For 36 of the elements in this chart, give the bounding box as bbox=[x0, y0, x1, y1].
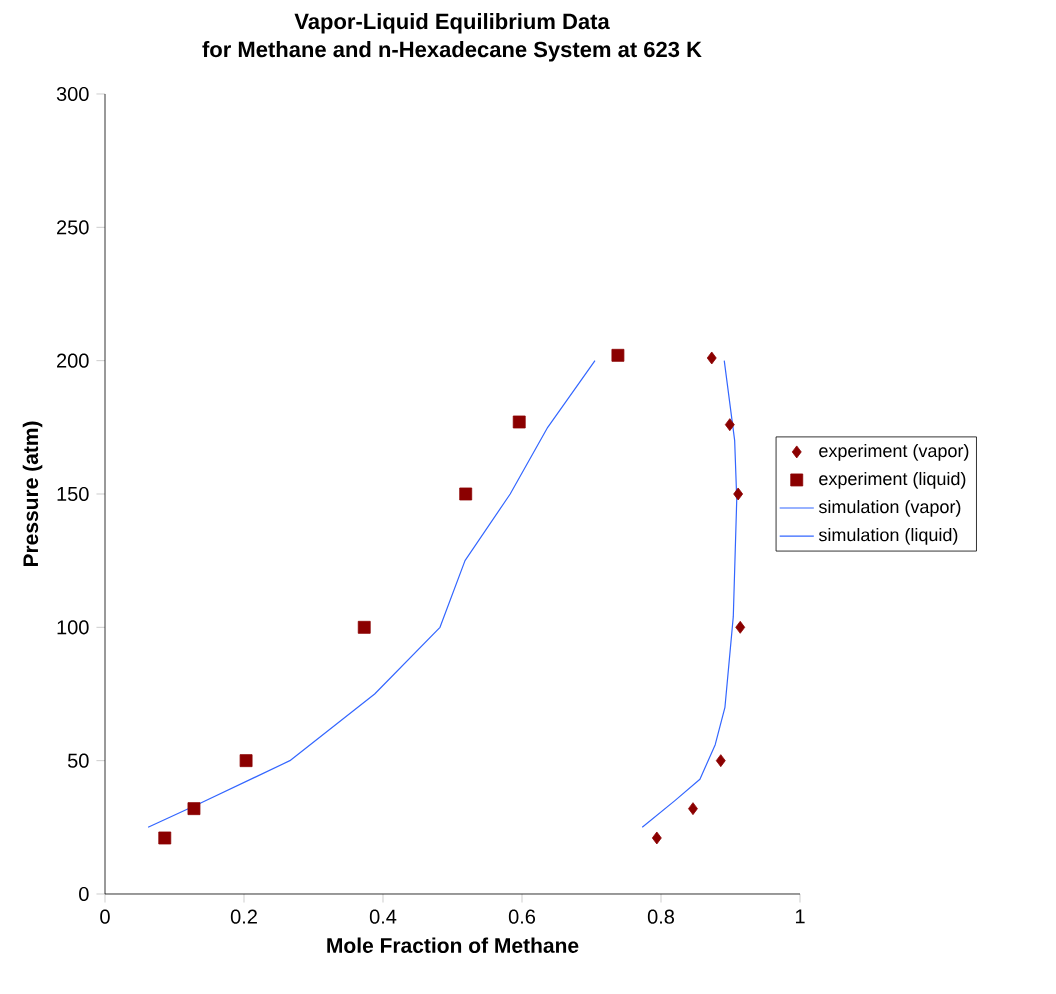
y-tick-label: 50 bbox=[67, 753, 89, 768]
point bbox=[459, 487, 473, 501]
y-tick-label: 0 bbox=[79, 886, 89, 902]
x-tick-label: 0.6 bbox=[508, 909, 536, 924]
x-tick-label: 0.2 bbox=[230, 909, 257, 924]
point bbox=[187, 802, 201, 816]
y-tick-label: 150 bbox=[57, 486, 89, 502]
point bbox=[239, 754, 253, 768]
chart-subtitle: for Methane and n-Hexadecane System at 623 K bbox=[202, 41, 702, 62]
point bbox=[706, 351, 717, 365]
point bbox=[357, 620, 371, 634]
point bbox=[735, 620, 746, 634]
x-tick-label: 0 bbox=[100, 909, 110, 924]
point bbox=[158, 831, 172, 845]
y-tick-label: 300 bbox=[56, 86, 89, 102]
point bbox=[724, 418, 735, 432]
point bbox=[611, 348, 625, 362]
legend-label: experiment (liquid) bbox=[819, 471, 966, 489]
x-tick-label: 0.8 bbox=[647, 909, 675, 924]
legend-label: experiment (vapor) bbox=[819, 443, 969, 461]
point bbox=[688, 802, 698, 816]
legend-label: simulation (liquid) bbox=[818, 528, 958, 545]
y-tick-label: 250 bbox=[57, 220, 89, 235]
y-tick-label: 200 bbox=[57, 353, 89, 368]
y-tick-label: 100 bbox=[57, 620, 89, 635]
y-axis-title: Pressure (atm) bbox=[22, 421, 43, 567]
point bbox=[512, 415, 526, 429]
x-tick-label: 0.4 bbox=[369, 909, 397, 924]
legend-label: simulation (vapor) bbox=[818, 499, 961, 517]
x-axis-title: Mole Fraction of Methane bbox=[327, 937, 579, 953]
point bbox=[733, 487, 744, 501]
point bbox=[651, 831, 662, 845]
x-tick-label: 1 bbox=[795, 909, 805, 924]
chart-title: Vapor-Liquid Equilibrium Data bbox=[294, 13, 610, 34]
line-series bbox=[147, 360, 596, 828]
point bbox=[715, 754, 726, 768]
